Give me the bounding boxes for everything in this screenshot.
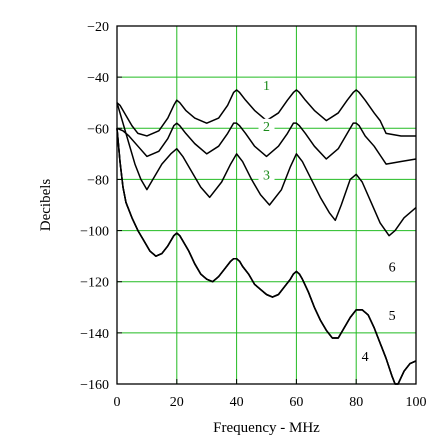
curve-label-5: 5 <box>389 309 396 324</box>
curve-label-bg <box>384 308 401 324</box>
y-tick-label: −140 <box>80 327 109 342</box>
y-tick-label: −20 <box>87 20 109 35</box>
x-tick-label: 0 <box>114 395 121 410</box>
x-tick-label: 20 <box>170 395 184 410</box>
y-axis-title: Decibels <box>38 179 54 232</box>
x-axis-title: Frequency - MHz <box>213 420 320 436</box>
curve-label-3: 3 <box>263 168 270 183</box>
curve-label-bg <box>384 259 401 275</box>
series-line-5 <box>116 128 417 385</box>
y-tick-label: −60 <box>87 122 109 137</box>
y-tick-label: −40 <box>87 71 109 86</box>
curve-label-1: 1 <box>263 79 270 94</box>
curve-label-bg <box>258 118 275 134</box>
curve-label-bg <box>357 348 374 364</box>
series-line-3 <box>116 102 417 237</box>
curve-label-4: 4 <box>362 350 369 365</box>
series-line-6 <box>116 128 417 385</box>
x-tick-label: 60 <box>289 395 303 410</box>
x-tick-label: 80 <box>349 395 363 410</box>
curve-label-2: 2 <box>263 120 270 135</box>
plot-frame <box>116 25 417 385</box>
series-line-4 <box>116 128 417 385</box>
curve-label-bg <box>258 77 275 93</box>
y-tick-label: −120 <box>80 276 109 291</box>
curve-label-bg <box>258 167 275 183</box>
curve-label-6: 6 <box>389 260 396 275</box>
curves <box>116 89 417 385</box>
curve-labels: 1 2 3 6 5 4 <box>258 77 401 365</box>
y-tick-label: −100 <box>80 225 109 240</box>
series-line-2 <box>116 122 417 165</box>
x-tick-label: 40 <box>230 395 244 410</box>
y-tick-label: −160 <box>80 378 109 393</box>
ticks: 0 20 40 60 80 100 −20 −40 −60 −80 −100 −120 −140 −160 <box>80 20 426 410</box>
y-tick-label: −80 <box>87 173 109 188</box>
series-line-1 <box>116 89 416 137</box>
x-tick-label: 100 <box>406 395 427 410</box>
